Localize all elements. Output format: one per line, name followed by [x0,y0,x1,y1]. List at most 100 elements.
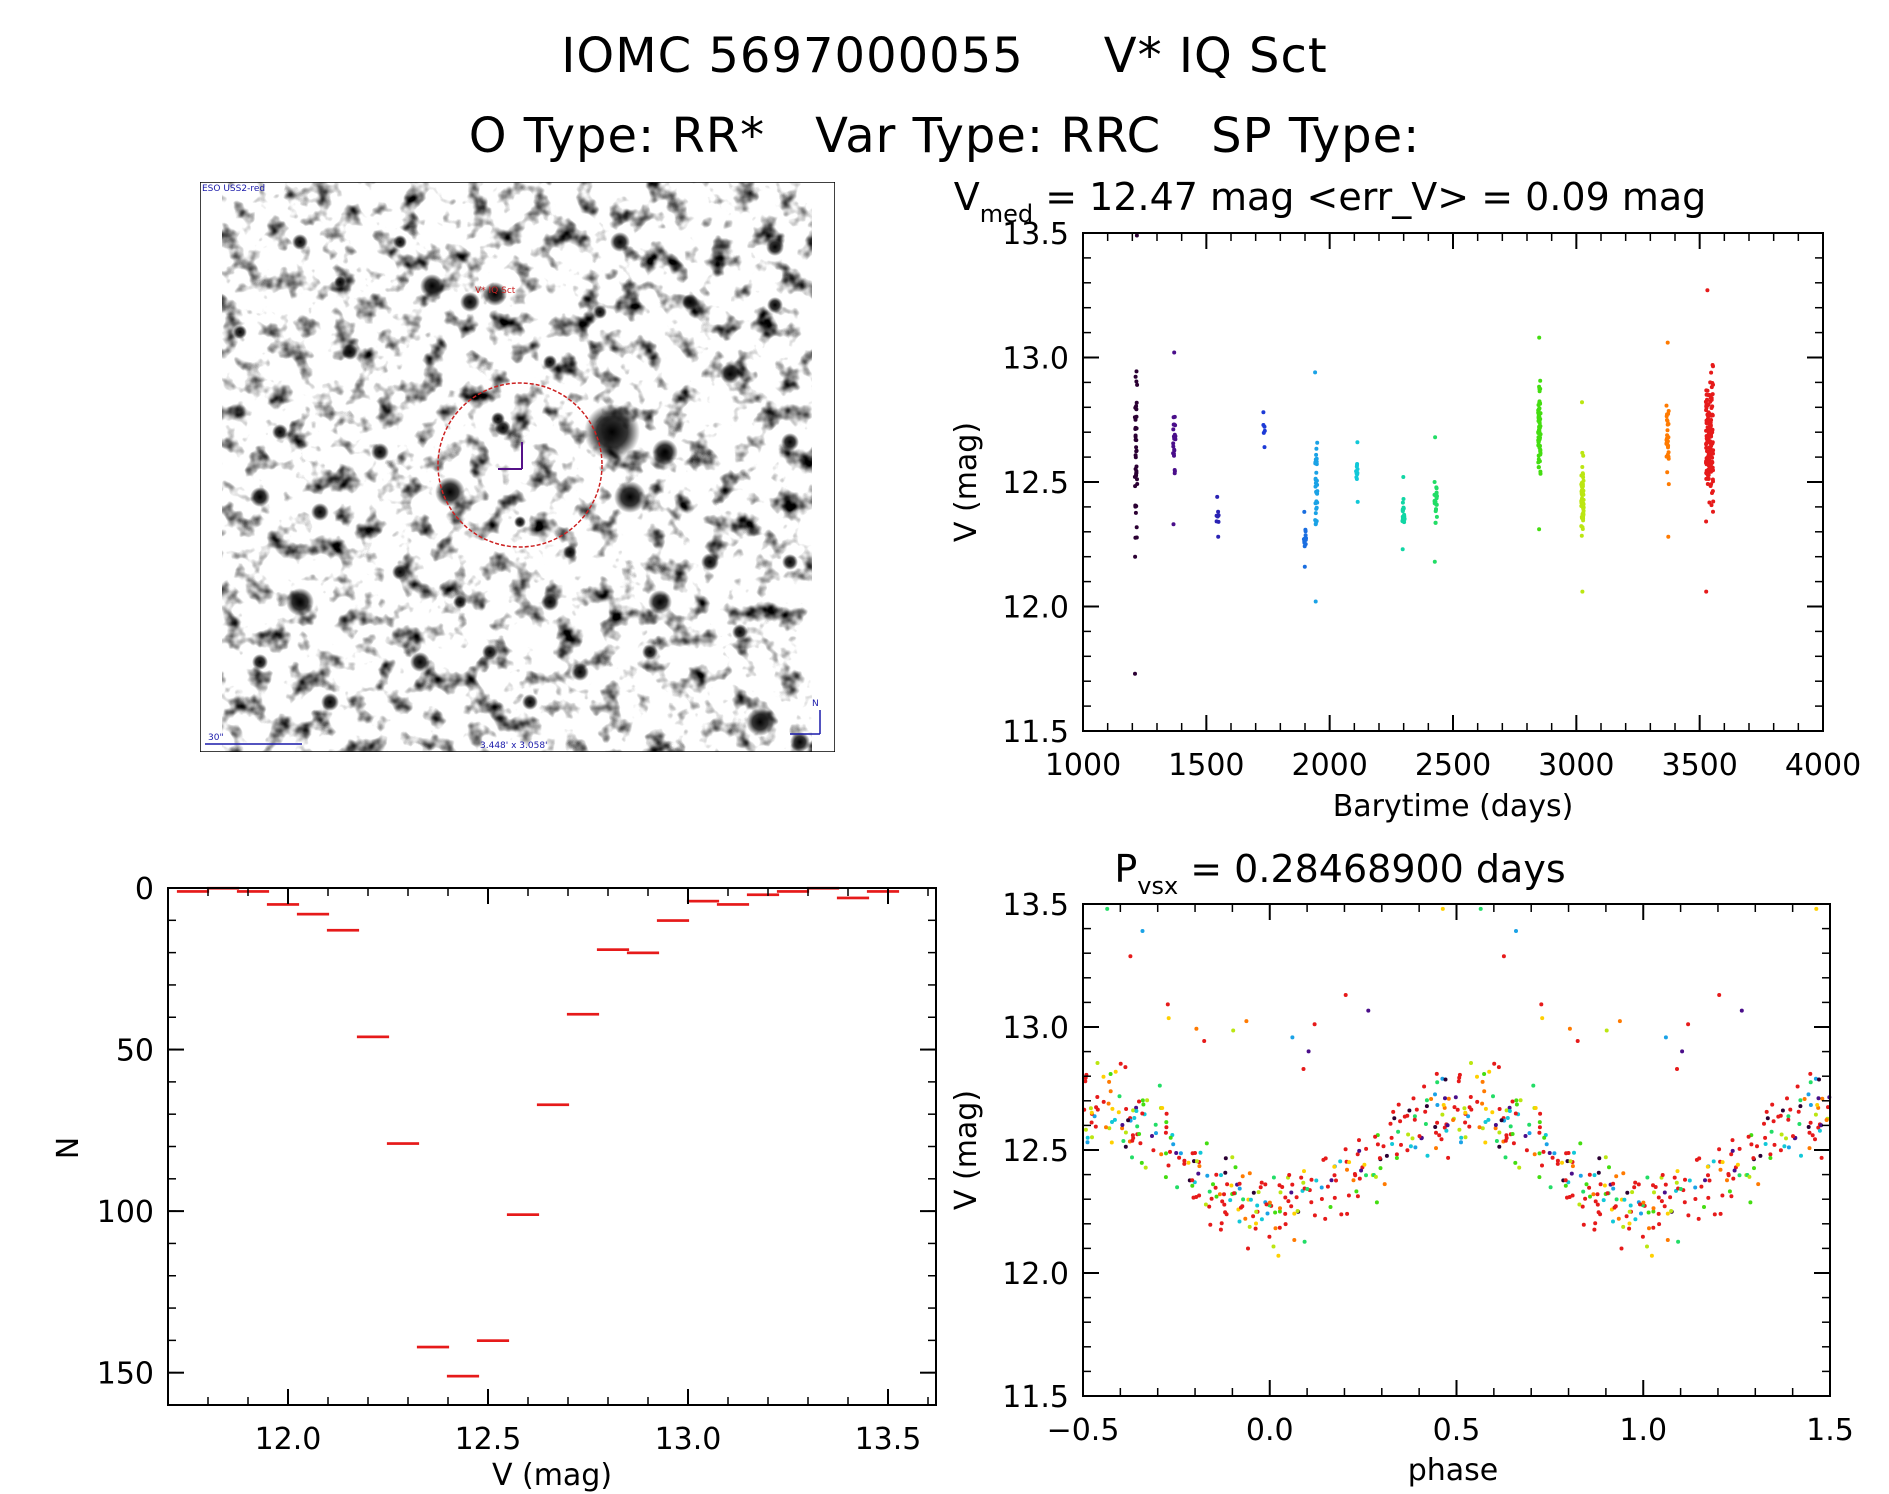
light-curve-point [1133,671,1137,676]
light-curve-point [1432,492,1437,497]
sky-star [593,305,607,319]
phased-point [1462,1106,1467,1111]
light-curve-point [1215,514,1220,519]
phased-point [1164,1125,1169,1130]
phased-point [1802,1097,1807,1101]
light-curve-point [1704,405,1709,410]
phased-point [1533,1106,1538,1110]
phased-point [1499,1118,1504,1123]
phased-point [1625,1190,1630,1195]
phased-point [1118,1061,1123,1066]
light-curve-point [1314,462,1319,467]
phased-point [1497,1130,1502,1135]
phased-point [1477,1125,1482,1130]
phased-point [1627,1209,1632,1214]
phased-point [1143,1165,1148,1170]
phased-point [1378,1166,1383,1171]
phased-point [1312,1213,1317,1218]
phased-point [1190,1151,1195,1156]
phased-point [1273,1226,1278,1231]
phased-point [1440,1112,1445,1117]
histogram-bar [776,890,810,893]
phased-point [1493,1126,1498,1131]
phased-point [1164,1120,1169,1125]
phased-point [1617,1019,1622,1024]
phased-point [1469,1061,1473,1065]
phased-point [1407,1108,1412,1113]
phased-point [1764,1109,1769,1114]
phased-point [1440,1076,1445,1081]
y-tick-label: 50 [116,1034,154,1069]
phased-point [1141,1102,1146,1107]
phased-point [1287,1173,1292,1177]
sky-star [682,294,698,310]
light-curve-point [1314,452,1319,457]
phased-point [1391,1109,1396,1114]
phased-point [1541,1149,1546,1154]
x-tick-label: 13.5 [855,1422,922,1457]
phased-point [1095,1061,1100,1065]
phased-point [1197,1164,1202,1169]
light-curve-point [1707,418,1712,423]
phased-point [1248,1197,1253,1202]
phased-point [1548,1185,1553,1190]
sky-star [652,439,678,465]
phased-point [1177,1155,1182,1160]
phased-point [1570,1193,1575,1198]
light-curve-point [1705,425,1710,430]
histogram-bar [866,890,900,893]
phased-point [1810,1133,1815,1138]
survey-label: ESO USS2-red [202,184,265,194]
phased-point [1513,1111,1518,1116]
histogram-bar [356,1035,390,1039]
light-curve-point [1402,516,1407,521]
phased-point [1480,1101,1485,1106]
phased-point [1302,1239,1307,1244]
phased-curve-title: Pvsx = 0.28468900 days [1114,847,1565,900]
phased-point [1364,1146,1369,1151]
light-curve-point [1171,427,1176,432]
phased-point [1505,1116,1510,1120]
phased-point [1259,1180,1264,1185]
light-curve-point [1536,460,1541,465]
sky-star [541,593,559,611]
phased-point [1325,1184,1330,1189]
light-curve-point [1536,439,1541,444]
phased-point [1737,1173,1742,1178]
light-curve-point [1664,454,1669,459]
phased-point [1782,1144,1787,1149]
phased-point [1662,1204,1667,1209]
light-curve-point [1709,448,1714,453]
phased-point [1786,1114,1791,1119]
sky-star [642,644,658,660]
phased-point [1645,1244,1649,1249]
x-tick-label: 1.5 [1806,1413,1854,1448]
phased-point [1778,1113,1783,1118]
phased-point [1815,1103,1820,1107]
y-tick-label: 12.5 [1002,466,1069,501]
phased-point [1190,1183,1195,1188]
phased-point [1696,1216,1701,1221]
sky-star [571,663,589,681]
phased-point [1168,1135,1173,1140]
phased-point [1463,1120,1468,1125]
sky-star [563,545,577,559]
phased-point [1493,1123,1498,1127]
phased-point [1120,1126,1125,1131]
histogram-bar [476,1339,510,1343]
phased-point [1504,1133,1509,1138]
phased-point [1202,1039,1207,1043]
phased-point [1537,1125,1542,1130]
phased-point [1453,1095,1458,1100]
phased-point [1417,1134,1422,1139]
phased-point [1163,1175,1168,1180]
light-curve-point [1704,421,1709,426]
light-curve-point [1537,420,1542,425]
light-curve-point [1704,519,1709,524]
phased-point [1633,1180,1638,1185]
phased-point [1278,1190,1283,1195]
sky-star [766,238,784,256]
sky-star [701,553,719,571]
light-curve-point [1710,489,1715,494]
phased-point [1824,1118,1829,1122]
